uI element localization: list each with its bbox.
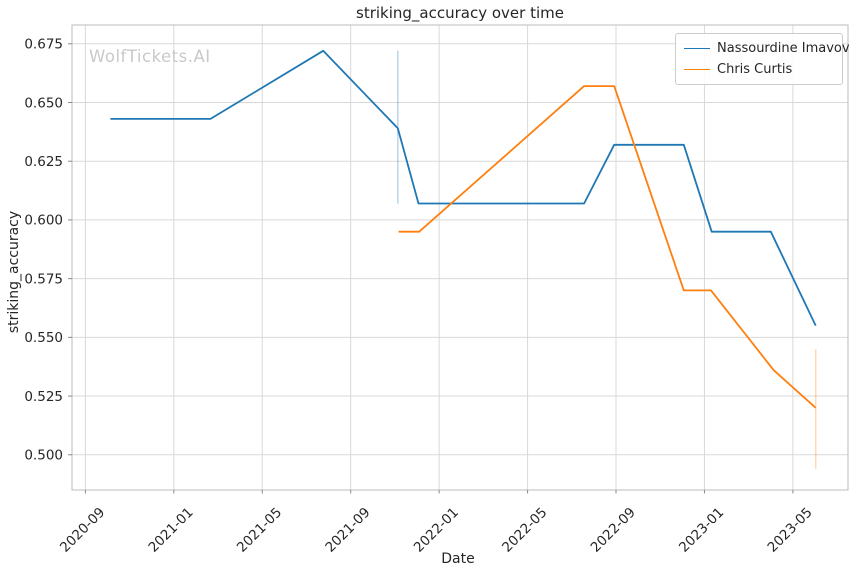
watermark: WolfTickets.AI <box>89 47 211 66</box>
x-tick-label: 2021-05 <box>234 505 285 556</box>
x-tick-label: 2021-09 <box>322 505 373 556</box>
x-tick-label: 2023-01 <box>676 505 727 556</box>
legend-line-sample-blue <box>684 48 710 49</box>
x-tick-label: 2021-01 <box>145 505 196 556</box>
legend-label: Nassourdine Imavov <box>717 41 850 56</box>
legend-item-chris-curtis: Chris Curtis <box>684 59 834 80</box>
chart-title: striking_accuracy over time <box>356 4 564 22</box>
y-tick-label: 0.525 <box>24 389 63 405</box>
y-tick-label: 0.575 <box>24 271 63 287</box>
x-axis-label: Date <box>441 551 475 567</box>
legend-label: Chris Curtis <box>717 62 793 77</box>
y-tick-label: 0.675 <box>24 37 63 53</box>
x-tick-label: 2022-01 <box>411 505 462 556</box>
x-tick-label: 2020-09 <box>57 505 108 556</box>
plot-border <box>71 24 849 491</box>
y-tick-label: 0.600 <box>24 213 63 229</box>
x-tick-label: 2022-05 <box>499 505 550 556</box>
legend-item-nassourdine-imavov: Nassourdine Imavov <box>684 38 850 59</box>
x-tick-label: 2023-05 <box>765 505 816 556</box>
series-line <box>110 49 817 326</box>
x-tick-label: 2022-09 <box>588 505 639 556</box>
y-tick-label: 0.500 <box>24 448 63 464</box>
y-tick-label: 0.625 <box>24 154 63 170</box>
y-tick-label: 0.650 <box>24 95 63 111</box>
legend: Nassourdine Imavov Chris Curtis <box>675 33 850 85</box>
y-axis-label: striking_accuracy <box>6 210 22 334</box>
y-tick-label: 0.550 <box>24 330 63 346</box>
legend-line-sample-orange <box>684 69 710 70</box>
series-line <box>398 85 817 409</box>
